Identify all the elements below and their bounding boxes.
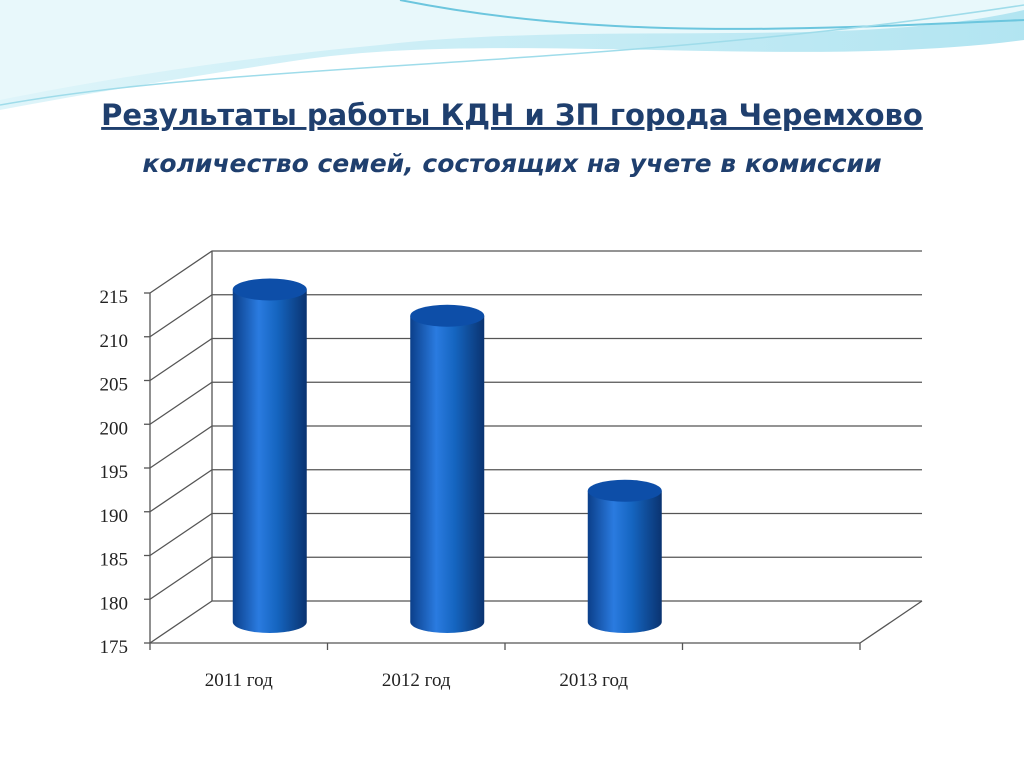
bar-body (410, 315, 485, 633)
bar (410, 304, 485, 633)
grid-line (149, 469, 922, 513)
bar-body (232, 289, 307, 633)
y-tick-label: 190 (100, 506, 129, 527)
bar-top (232, 278, 307, 301)
grid-line (149, 294, 922, 338)
bar (587, 479, 662, 633)
grid-line (149, 337, 922, 382)
chart-title: Результаты работы КДН и ЗП города Черемх… (101, 98, 923, 132)
bar-top (410, 304, 485, 327)
grid-line (149, 512, 922, 557)
y-tick-label: 215 (100, 287, 129, 308)
x-tick-label: 2012 год (382, 670, 451, 691)
y-tick-label: 180 (100, 593, 129, 614)
bar-top (587, 479, 662, 502)
y-tick-label: 175 (100, 637, 129, 658)
grid-line (149, 556, 922, 600)
y-tick-label: 210 (100, 331, 129, 352)
y-tick-label: 200 (100, 418, 129, 439)
chart-subtitle: количество семей, состоящих на учете в к… (142, 149, 881, 178)
grid-line (149, 250, 922, 294)
grid-line (149, 381, 922, 425)
y-tick-label: 205 (100, 375, 129, 396)
x-tick-label: 2011 год (205, 670, 273, 691)
bar (232, 278, 307, 633)
grid-line (149, 425, 922, 469)
x-tick-label: 2013 год (559, 670, 628, 691)
bar-body (587, 490, 662, 633)
grid-line (149, 600, 922, 644)
background-waves (0, 0, 1024, 110)
y-tick-label: 195 (100, 462, 129, 483)
y-tick-label: 185 (100, 550, 129, 571)
